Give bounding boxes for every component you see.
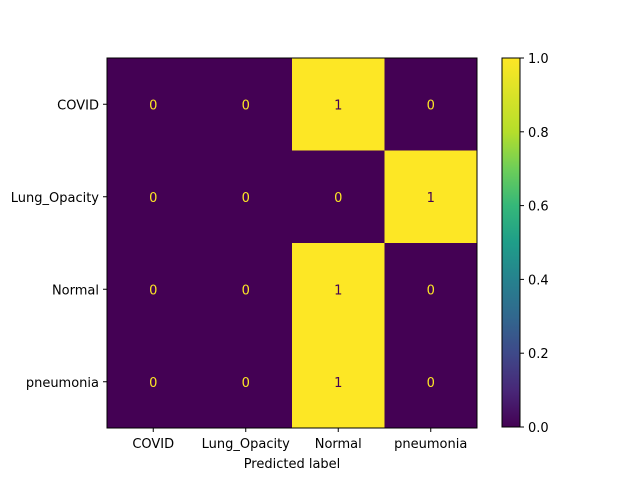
cell-value-label: 1 bbox=[334, 376, 342, 391]
cell-value-label: 0 bbox=[242, 283, 250, 298]
cell-normal-covid bbox=[107, 243, 200, 336]
colorbar-tick-label: 0.0 bbox=[528, 421, 549, 436]
plot-frame bbox=[106, 57, 478, 429]
colorbar-tick-label: 0.6 bbox=[528, 200, 549, 215]
cell-lung-opacity-pneumonia bbox=[384, 150, 478, 244]
cell-value-labels: 0 0 1 0 0 0 0 1 0 0 1 0 0 0 1 0 bbox=[149, 98, 435, 391]
cell-covid-normal bbox=[292, 58, 385, 151]
cell-covid-covid bbox=[107, 58, 200, 151]
colorbar-tick-label: 1.0 bbox=[528, 52, 549, 67]
cell-value-label: 0 bbox=[427, 376, 435, 391]
x-axis: COVID Lung_Opacity Normal pneumonia bbox=[132, 428, 467, 452]
y-axis: COVID Lung_Opacity Normal pneumonia bbox=[11, 98, 107, 391]
cell-lung-opacity-covid bbox=[107, 150, 200, 244]
cell-value-label: 0 bbox=[334, 191, 342, 206]
cell-pneumonia-normal bbox=[292, 335, 385, 429]
cell-covid-lung-opacity bbox=[199, 58, 293, 151]
x-tick-label: Normal bbox=[315, 437, 362, 452]
cell-pneumonia-covid bbox=[107, 335, 200, 429]
x-tick-label: COVID bbox=[132, 437, 174, 452]
colorbar-tick-label: 0.2 bbox=[528, 347, 549, 362]
cell-value-label: 1 bbox=[427, 191, 435, 206]
cell-value-label: 0 bbox=[427, 283, 435, 298]
cell-value-label: 1 bbox=[334, 98, 342, 113]
colorbar-ticks: 0.0 0.2 0.4 0.6 0.8 1.0 bbox=[520, 52, 549, 436]
x-axis-label: Predicted label bbox=[244, 457, 341, 472]
colorbar bbox=[501, 57, 521, 428]
cell-value-label: 0 bbox=[149, 283, 157, 298]
cell-lung-opacity-lung-opacity bbox=[199, 150, 293, 244]
cell-normal-normal bbox=[292, 243, 385, 336]
cell-lung-opacity-normal bbox=[292, 150, 385, 244]
cell-value-label: 0 bbox=[242, 98, 250, 113]
colorbar-tick-label: 0.4 bbox=[528, 273, 549, 288]
cell-covid-pneumonia bbox=[384, 58, 478, 151]
cell-value-label: 1 bbox=[334, 283, 342, 298]
heatmap-cells bbox=[107, 58, 478, 429]
cell-normal-pneumonia bbox=[384, 243, 478, 336]
colorbar-tick-label: 0.8 bbox=[528, 126, 549, 141]
cell-pneumonia-pneumonia bbox=[384, 335, 478, 429]
x-tick-label: Lung_Opacity bbox=[202, 437, 291, 452]
y-tick-label: Normal bbox=[52, 283, 99, 298]
cell-value-label: 0 bbox=[427, 98, 435, 113]
cell-value-label: 0 bbox=[149, 191, 157, 206]
y-tick-label: COVID bbox=[57, 98, 99, 113]
y-tick-label: Lung_Opacity bbox=[11, 191, 100, 206]
cell-value-label: 0 bbox=[149, 98, 157, 113]
cell-normal-lung-opacity bbox=[199, 243, 293, 336]
y-tick-label: pneumonia bbox=[26, 376, 99, 391]
cell-value-label: 0 bbox=[242, 376, 250, 391]
cell-pneumonia-lung-opacity bbox=[199, 335, 293, 429]
cell-value-label: 0 bbox=[149, 376, 157, 391]
cell-value-label: 0 bbox=[242, 191, 250, 206]
x-tick-label: pneumonia bbox=[394, 437, 467, 452]
